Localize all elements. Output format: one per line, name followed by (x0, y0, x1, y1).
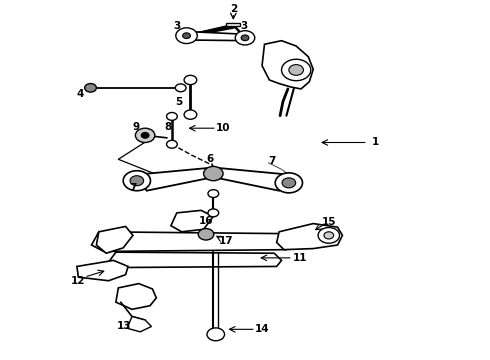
Circle shape (123, 171, 150, 191)
Polygon shape (184, 31, 247, 41)
Polygon shape (137, 167, 289, 191)
Circle shape (282, 59, 311, 81)
Text: 8: 8 (164, 122, 171, 132)
Circle shape (203, 166, 223, 181)
Polygon shape (109, 252, 282, 267)
Text: 11: 11 (294, 253, 308, 263)
Circle shape (85, 84, 97, 92)
Circle shape (275, 173, 302, 193)
Text: 16: 16 (199, 216, 213, 226)
Text: 15: 15 (322, 217, 337, 227)
Circle shape (208, 209, 219, 217)
Text: 7: 7 (268, 157, 275, 166)
Text: 4: 4 (76, 89, 84, 99)
Text: 12: 12 (71, 276, 86, 286)
Polygon shape (116, 284, 156, 309)
Polygon shape (226, 23, 240, 26)
Circle shape (176, 28, 197, 44)
Polygon shape (262, 41, 313, 89)
Text: 10: 10 (216, 123, 231, 133)
Circle shape (167, 112, 177, 120)
Circle shape (167, 140, 177, 148)
Circle shape (235, 31, 255, 45)
Text: 14: 14 (255, 324, 270, 334)
Text: 2: 2 (230, 4, 237, 14)
Circle shape (318, 228, 340, 243)
Text: 9: 9 (132, 122, 140, 132)
Circle shape (183, 33, 191, 39)
Circle shape (175, 84, 186, 92)
Circle shape (141, 132, 149, 138)
Polygon shape (277, 224, 343, 249)
Text: 13: 13 (117, 321, 131, 332)
Text: 6: 6 (206, 154, 214, 164)
Circle shape (184, 110, 197, 119)
Text: 3: 3 (173, 21, 180, 31)
Text: 3: 3 (241, 21, 247, 31)
Polygon shape (92, 232, 291, 251)
Circle shape (135, 128, 155, 143)
Circle shape (289, 64, 303, 75)
Polygon shape (97, 226, 133, 253)
Circle shape (130, 176, 144, 186)
Circle shape (184, 75, 197, 85)
Text: 17: 17 (219, 236, 234, 246)
Polygon shape (127, 316, 151, 332)
Circle shape (208, 190, 219, 198)
Circle shape (241, 35, 249, 41)
Circle shape (324, 232, 334, 239)
Circle shape (198, 229, 214, 240)
Text: 5: 5 (175, 97, 183, 107)
Polygon shape (171, 210, 213, 232)
Text: 7: 7 (129, 183, 137, 193)
Polygon shape (77, 260, 128, 281)
Circle shape (207, 328, 224, 341)
Text: 1: 1 (372, 138, 379, 148)
Circle shape (282, 178, 295, 188)
